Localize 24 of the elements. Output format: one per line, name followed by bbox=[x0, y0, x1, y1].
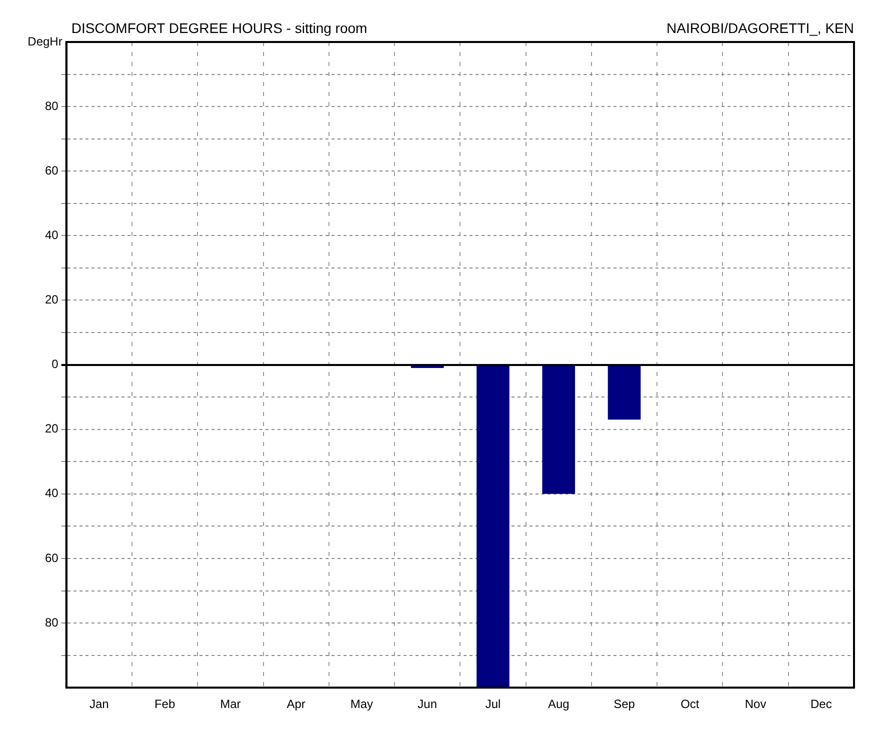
y-axis-title: DegHr bbox=[28, 34, 62, 48]
x-tick-label: Nov bbox=[744, 697, 766, 712]
y-tick-label: 60 bbox=[44, 550, 59, 565]
x-tick-label: Jul bbox=[485, 697, 501, 712]
x-tick-label: Mar bbox=[220, 697, 241, 712]
y-tick-label: 40 bbox=[44, 228, 59, 242]
y-tick-label: 20 bbox=[44, 422, 59, 436]
y-tick-label: 20 bbox=[44, 292, 59, 307]
x-tick-label: Dec bbox=[810, 697, 832, 712]
y-tick-label: 60 bbox=[44, 163, 59, 178]
y-tick-label: 40 bbox=[44, 486, 59, 500]
y-tick-label: 80 bbox=[44, 98, 59, 113]
x-tick-label: Aug bbox=[548, 697, 570, 712]
x-tick-label: Sep bbox=[614, 697, 636, 712]
x-tick-label: Jan bbox=[89, 697, 109, 712]
x-tick-label: May bbox=[350, 697, 374, 712]
x-tick-label: Feb bbox=[154, 697, 176, 712]
x-tick-label: Apr bbox=[286, 697, 306, 712]
x-tick-label: Oct bbox=[680, 697, 700, 712]
x-tick-label: Jun bbox=[418, 697, 438, 712]
chart-subtitle: NAIROBI/DAGORETTI_, KEN bbox=[666, 20, 854, 36]
y-tick-label: 80 bbox=[44, 615, 59, 630]
y-tick-label: 0 bbox=[52, 357, 59, 372]
chart-title: DISCOMFORT DEGREE HOURS - sitting room bbox=[71, 20, 368, 36]
